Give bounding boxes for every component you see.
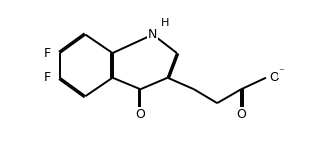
Text: O: O [236,108,246,121]
Text: F: F [44,71,50,84]
Text: ⁻: ⁻ [279,67,284,77]
Text: F: F [44,47,50,60]
Text: O: O [269,71,279,84]
Text: N: N [148,28,157,41]
Text: O: O [136,108,146,121]
Text: H: H [161,18,170,28]
